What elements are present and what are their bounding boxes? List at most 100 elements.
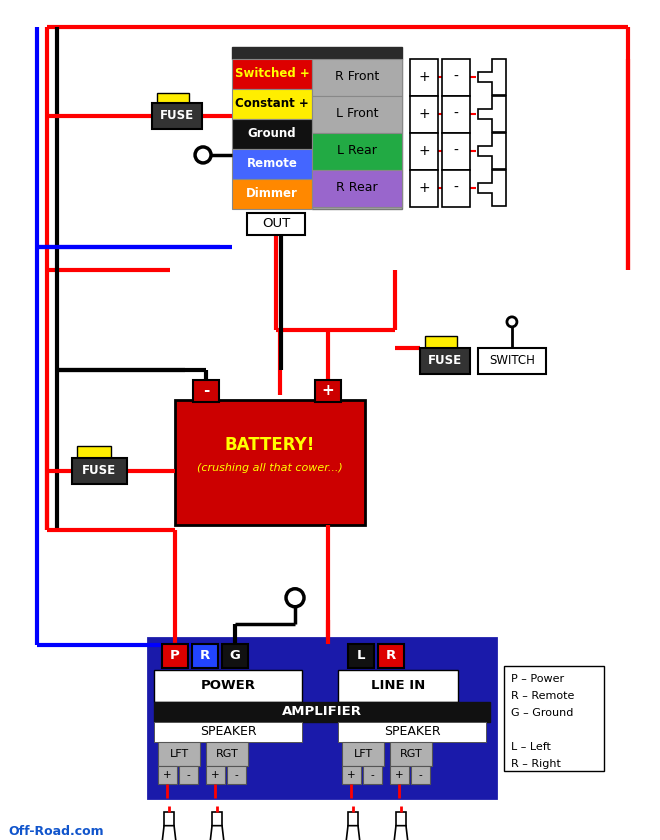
Bar	[342, 766, 361, 784]
Text: +: +	[321, 383, 335, 398]
Bar	[179, 766, 198, 784]
Text: R: R	[386, 649, 396, 662]
Text: +: +	[418, 70, 430, 84]
Text: R – Right: R – Right	[511, 759, 561, 769]
Bar	[77, 446, 111, 459]
Text: R Front: R Front	[335, 71, 379, 83]
Bar	[158, 742, 200, 766]
Text: P: P	[170, 649, 180, 662]
Bar	[390, 742, 432, 766]
Text: -: -	[453, 144, 459, 158]
Bar	[162, 643, 188, 668]
Text: RGT: RGT	[399, 748, 422, 759]
Bar	[390, 766, 409, 784]
Bar	[420, 348, 470, 374]
Bar	[338, 722, 486, 742]
Text: Ground: Ground	[248, 128, 296, 140]
Bar	[158, 766, 177, 784]
Bar	[363, 766, 382, 784]
Bar	[348, 643, 374, 668]
Polygon shape	[160, 826, 178, 840]
Bar	[192, 643, 218, 668]
Bar	[338, 669, 458, 701]
Text: RGT: RGT	[216, 748, 238, 759]
Bar	[410, 170, 438, 207]
Text: -: -	[203, 383, 209, 398]
Bar	[232, 59, 312, 89]
Bar	[504, 666, 604, 770]
Bar	[193, 380, 219, 402]
Bar	[312, 59, 402, 209]
Text: R: R	[200, 649, 210, 662]
Polygon shape	[478, 170, 506, 206]
Bar	[227, 766, 246, 784]
Text: -: -	[235, 769, 238, 780]
Bar	[157, 93, 189, 105]
Polygon shape	[392, 826, 410, 840]
Text: Off-Road.com: Off-Road.com	[8, 825, 104, 838]
Text: POWER: POWER	[201, 680, 255, 692]
Polygon shape	[478, 96, 506, 132]
Bar	[232, 89, 312, 119]
Bar	[206, 766, 225, 784]
Text: FUSE: FUSE	[428, 354, 462, 367]
Text: L – Left: L – Left	[511, 742, 551, 752]
Bar	[232, 149, 312, 179]
Bar	[312, 59, 402, 96]
Bar	[312, 96, 402, 133]
Bar	[232, 47, 402, 59]
Bar	[312, 170, 402, 207]
Text: +: +	[418, 107, 430, 121]
Text: SPEAKER: SPEAKER	[200, 725, 256, 738]
Bar	[154, 701, 490, 722]
Text: SPEAKER: SPEAKER	[383, 725, 440, 738]
Text: +: +	[211, 769, 220, 780]
Bar	[154, 722, 302, 742]
Bar	[148, 638, 496, 798]
Bar	[442, 59, 470, 96]
Text: +: +	[163, 769, 172, 780]
Text: P – Power: P – Power	[511, 674, 564, 684]
Text: Switched +: Switched +	[235, 67, 310, 81]
Bar	[442, 170, 470, 207]
Text: -: -	[453, 107, 459, 121]
Bar	[212, 811, 222, 826]
Text: -: -	[453, 181, 459, 195]
Bar	[410, 133, 438, 170]
Bar	[222, 643, 248, 668]
Bar	[442, 96, 470, 133]
Text: (crushing all that cower...): (crushing all that cower...)	[197, 463, 343, 473]
Polygon shape	[208, 826, 226, 840]
Bar	[164, 811, 174, 826]
Polygon shape	[344, 826, 362, 840]
Bar	[411, 766, 430, 784]
Text: L: L	[357, 649, 365, 662]
Text: Constant +: Constant +	[235, 97, 309, 110]
Bar	[154, 669, 302, 701]
Bar	[348, 811, 358, 826]
Text: -: -	[187, 769, 191, 780]
Bar	[425, 336, 457, 349]
Polygon shape	[478, 133, 506, 169]
Text: LFT: LFT	[170, 748, 189, 759]
Bar	[410, 59, 438, 96]
Text: +: +	[418, 181, 430, 195]
Text: L Front: L Front	[336, 108, 378, 120]
Text: +: +	[347, 769, 356, 780]
Bar	[175, 400, 365, 525]
Text: -: -	[418, 769, 422, 780]
Bar	[342, 742, 384, 766]
Text: +: +	[418, 144, 430, 158]
Text: AMPLIFIER: AMPLIFIER	[282, 706, 362, 718]
Bar	[206, 742, 248, 766]
Text: -: -	[453, 70, 459, 84]
Text: BATTERY!: BATTERY!	[225, 436, 315, 454]
Text: R Rear: R Rear	[336, 181, 378, 194]
Bar	[410, 96, 438, 133]
Text: Remote: Remote	[247, 157, 298, 171]
Bar	[232, 179, 312, 209]
Text: G: G	[230, 649, 240, 662]
Bar	[232, 119, 312, 149]
Bar	[72, 458, 127, 484]
Text: LINE IN: LINE IN	[371, 680, 425, 692]
